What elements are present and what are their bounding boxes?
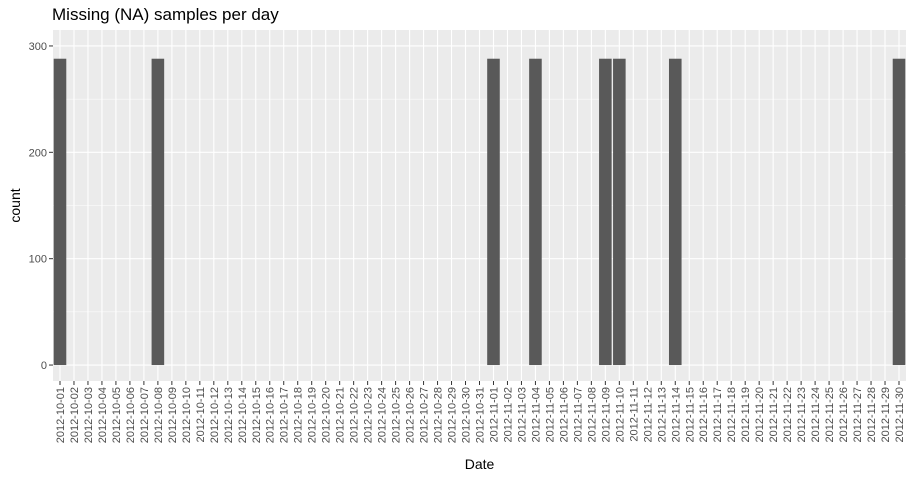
x-tick-label: 2012-10-01 xyxy=(55,387,67,443)
x-tick-label: 2012-10-12 xyxy=(209,387,221,443)
x-axis: 2012-10-01 2012-10-02 2012-10-03 2012-10-04… xyxy=(55,381,906,443)
x-tick-label: 2012-11-15 xyxy=(684,387,696,442)
y-axis-title: count xyxy=(7,188,23,222)
x-tick-label: 2012-10-03 xyxy=(83,387,95,443)
x-tick-label: 2012-10-16 xyxy=(265,387,277,443)
x-tick-label: 2012-11-25 xyxy=(824,387,836,442)
x-tick-label: 2012-10-04 xyxy=(97,387,109,443)
x-tick-label: 2012-10-30 xyxy=(461,387,473,443)
x-tick-label: 2012-10-09 xyxy=(167,387,179,443)
x-tick-label: 2012-11-16 xyxy=(698,387,710,442)
x-tick-label: 2012-11-10 xyxy=(614,387,626,442)
x-tick-label: 2012-11-26 xyxy=(838,387,850,442)
x-tick-label: 2012-10-07 xyxy=(139,387,151,443)
x-tick-label: 2012-11-13 xyxy=(656,387,668,442)
bar xyxy=(529,58,542,366)
x-tick-label: 2012-10-02 xyxy=(69,387,81,443)
x-tick-label: 2012-10-23 xyxy=(363,387,375,443)
x-tick-label: 2012-11-07 xyxy=(572,387,584,442)
x-tick-label: 2012-11-05 xyxy=(544,387,556,442)
x-tick-label: 2012-10-21 xyxy=(335,387,347,443)
x-axis-title: Date xyxy=(465,456,495,472)
x-tick-label: 2012-11-20 xyxy=(754,387,766,442)
bars xyxy=(53,58,906,366)
y-axis: 0 100 200 300 xyxy=(29,41,53,372)
x-tick-label: 2012-10-19 xyxy=(307,387,319,443)
x-tick-label: 2012-10-31 xyxy=(475,387,487,443)
bar xyxy=(668,58,682,366)
x-tick-label: 2012-10-14 xyxy=(237,387,249,443)
x-tick-label: 2012-11-30 xyxy=(894,387,906,442)
bar xyxy=(613,58,626,366)
bar xyxy=(599,58,612,366)
x-tick-label: 2012-10-10 xyxy=(181,387,193,443)
x-tick-label: 2012-10-11 xyxy=(195,387,207,442)
x-tick-label: 2012-11-29 xyxy=(880,387,892,442)
x-tick-label: 2012-11-11 xyxy=(628,387,640,442)
x-tick-label: 2012-11-27 xyxy=(852,387,864,442)
x-tick-label: 2012-11-12 xyxy=(642,387,654,442)
x-tick-label: 2012-11-23 xyxy=(796,387,808,442)
x-tick-label: 2012-10-05 xyxy=(111,387,123,443)
x-tick-label: 2012-10-27 xyxy=(419,387,431,443)
x-tick-label: 2012-11-09 xyxy=(600,387,612,442)
x-tick-label: 2012-10-25 xyxy=(391,387,403,443)
x-tick-label: 2012-10-28 xyxy=(433,387,445,443)
x-tick-label: 2012-11-28 xyxy=(866,387,878,442)
x-tick-label: 2012-11-03 xyxy=(516,387,528,442)
x-tick-label: 2012-10-08 xyxy=(153,387,165,443)
y-tick-label: 0 xyxy=(41,360,47,372)
x-tick-label: 2012-10-18 xyxy=(293,387,305,443)
chart-title: Missing (NA) samples per day xyxy=(52,5,279,24)
x-tick-label: 2012-11-01 xyxy=(488,387,500,442)
x-tick-label: 2012-11-14 xyxy=(670,387,682,442)
x-tick-label: 2012-10-13 xyxy=(223,387,235,443)
x-tick-label: 2012-10-06 xyxy=(125,387,137,443)
y-tick-label: 200 xyxy=(29,147,47,159)
x-tick-label: 2012-11-06 xyxy=(558,387,570,442)
y-tick-label: 100 xyxy=(29,254,47,266)
y-tick-label: 300 xyxy=(29,41,47,53)
x-tick-label: 2012-11-04 xyxy=(530,387,542,442)
x-tick-label: 2012-10-17 xyxy=(279,387,291,443)
x-tick-label: 2012-11-02 xyxy=(502,387,514,442)
x-tick-label: 2012-11-22 xyxy=(782,387,794,442)
x-tick-label: 2012-11-24 xyxy=(810,387,822,442)
x-tick-label: 2012-11-18 xyxy=(726,387,738,442)
x-tick-label: 2012-10-15 xyxy=(251,387,263,443)
x-tick-label: 2012-11-17 xyxy=(712,387,724,442)
x-tick-label: 2012-10-26 xyxy=(405,387,417,443)
bar xyxy=(487,58,500,366)
x-tick-label: 2012-11-19 xyxy=(740,387,752,442)
x-tick-label: 2012-11-21 xyxy=(768,387,780,442)
x-tick-label: 2012-10-20 xyxy=(321,387,333,443)
bar xyxy=(151,58,165,366)
x-tick-label: 2012-11-08 xyxy=(586,387,598,442)
bar xyxy=(53,58,67,366)
x-tick-label: 2012-10-24 xyxy=(377,387,389,443)
x-tick-label: 2012-10-29 xyxy=(447,387,459,443)
x-tick-label: 2012-10-22 xyxy=(349,387,361,443)
bar xyxy=(892,58,906,366)
